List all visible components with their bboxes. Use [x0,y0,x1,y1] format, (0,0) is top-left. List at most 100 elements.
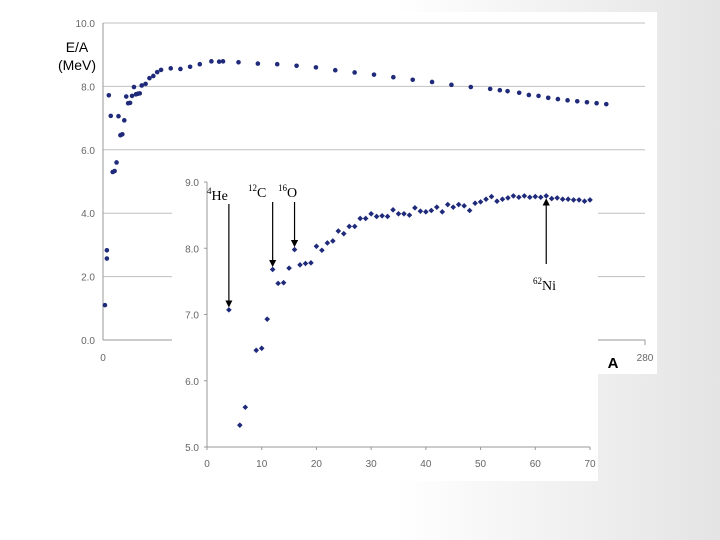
main-data-point-30 [209,59,214,64]
inset-data-point-19 [340,230,347,237]
main-data-point-46 [487,86,493,92]
main-y-tick-label-4: 8.0 [81,82,95,93]
main-data-point-12 [123,94,129,99]
main-data-point-14 [127,100,133,106]
main-data-point-28 [187,64,193,70]
main-data-point-16 [131,84,137,90]
inset-data-point-8 [280,279,287,286]
inset-data-point-1 [237,422,243,428]
inset-data-point-60 [565,196,571,203]
main-data-point-1 [104,256,110,261]
inset-light-nuclei-chart: 5.0 6.0 7.0 8.0 9.0 0 10 20 30 40 50 60 70 4He 12C 16… [172,170,598,481]
inset-x-tick-label-5: 50 [475,459,487,470]
inset-data-point-63 [581,198,588,205]
inset-data-point-58 [554,195,560,201]
inset-data-point-22 [357,215,363,222]
inset-chart-points [226,193,593,428]
main-data-point-24 [154,69,160,75]
main-data-point-29 [197,61,203,67]
inset-data-point-4 [258,345,265,352]
inset-data-point-35 [428,207,435,214]
annotation-label-he: 4He [207,186,228,204]
main-data-point-53 [555,96,561,102]
inset-data-point-47 [494,198,500,205]
inset-x-tick-label-6: 60 [530,459,542,470]
main-data-point-37 [313,65,319,70]
inset-data-point-30 [401,211,407,217]
inset-data-point-38 [444,201,451,208]
annotation-element-symbol: C [257,186,266,201]
annotation-label-o: 16O [278,183,297,201]
inset-data-point-39 [450,204,457,210]
annotation-mass-number: 4 [207,186,212,196]
inset-data-point-41 [461,203,467,209]
main-data-point-4 [108,113,114,119]
main-data-point-7 [114,160,119,165]
inset-y-tick-label-4: 9.0 [185,178,199,189]
inset-data-point-54 [532,193,539,200]
inset-data-point-53 [527,194,533,201]
main-y-axis-label-line2: (MeV) [58,57,96,73]
inset-y-tick-label-3: 8.0 [185,244,199,255]
inset-data-point-6 [269,266,276,273]
inset-data-point-61 [570,197,577,203]
annotation-mass-number: 12 [248,183,257,193]
main-chart-y-ticks: 0.0 2.0 4.0 6.0 8.0 10.0 [76,19,96,347]
annotation-element-symbol: Ni [542,279,556,294]
main-x-axis-label: A [608,355,619,372]
main-data-point-38 [332,67,338,73]
inset-data-point-14 [313,243,320,250]
annotation-element-symbol: O [287,186,297,201]
main-data-point-41 [391,74,396,80]
inset-data-point-57 [548,195,555,202]
main-data-point-19 [137,91,143,96]
main-data-point-10 [120,131,125,137]
main-data-point-2 [104,247,110,253]
inset-data-point-37 [439,209,446,215]
inset-data-point-62 [576,197,582,203]
inset-chart-annotations: 4He 12C 16O 62Ni [207,183,556,308]
main-data-point-25 [158,67,164,73]
main-data-point-56 [584,99,590,105]
main-data-point-20 [139,83,145,88]
main-y-axis-label-line1: E/A [66,39,89,55]
inset-x-tick-label-1: 10 [256,459,268,470]
main-data-point-0 [102,302,108,308]
inset-y-tick-label-0: 5.0 [185,443,199,454]
inset-data-point-3 [253,347,260,354]
inset-data-point-10 [291,246,298,253]
inset-data-point-59 [559,196,566,203]
inset-data-point-13 [308,260,314,266]
main-y-tick-label-0: 0.0 [81,336,95,347]
main-data-point-54 [565,98,570,103]
main-data-point-26 [168,66,174,71]
main-data-point-45 [468,84,474,90]
main-data-point-11 [121,118,127,123]
main-data-point-42 [410,77,416,83]
main-y-tick-label-1: 2.0 [81,273,95,284]
inset-data-point-0 [226,307,232,313]
inset-data-point-48 [499,196,506,203]
main-data-point-57 [594,100,599,106]
inset-data-point-27 [384,213,391,220]
inset-data-point-31 [406,212,413,218]
inset-x-tick-label-4: 40 [420,459,432,470]
inset-data-point-18 [335,228,342,234]
main-x-tick-label-0: 0 [100,353,106,364]
inset-data-point-20 [346,223,353,230]
main-data-point-33 [236,60,241,65]
inset-data-point-25 [373,213,380,220]
main-data-point-50 [526,92,532,98]
inset-data-point-42 [466,207,473,214]
inset-chart-background [172,170,598,481]
inset-data-point-21 [351,223,358,230]
annotation-element-symbol: He [212,189,228,204]
annotation-label-c: 12C [248,183,266,201]
main-data-point-32 [220,59,226,64]
inset-data-point-16 [324,240,331,246]
inset-data-point-50 [510,193,517,199]
inset-data-point-26 [379,212,385,219]
inset-chart-x-ticks: 0 10 20 30 40 50 60 70 [204,459,596,470]
main-data-point-15 [129,93,135,99]
main-data-point-58 [603,101,609,107]
